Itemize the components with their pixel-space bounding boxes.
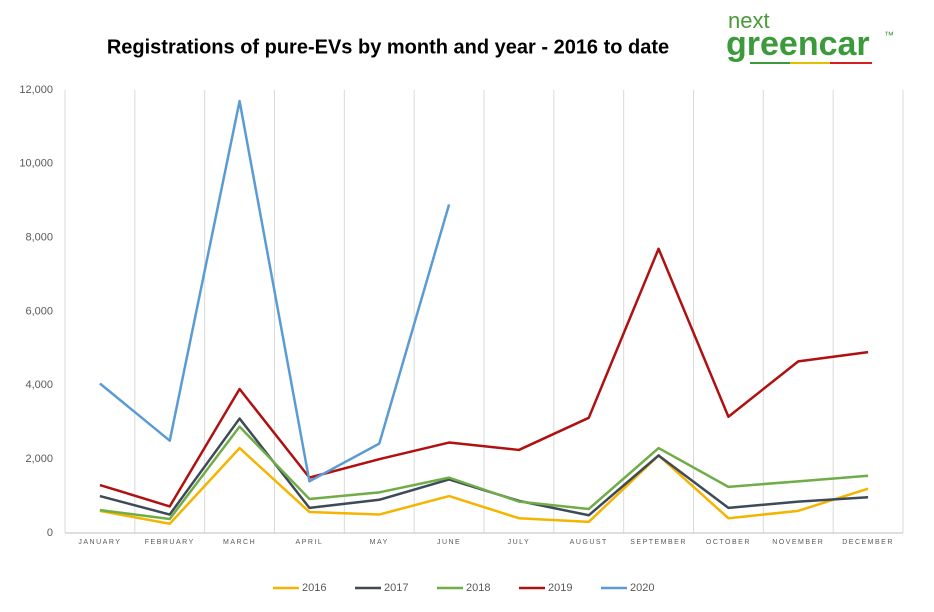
- legend-label: 2020: [630, 582, 654, 594]
- legend-label: 2016: [302, 582, 326, 594]
- y-tick-label: 4,000: [25, 379, 53, 391]
- x-tick-label: MAY: [370, 539, 389, 546]
- logo-brand: greencar: [726, 25, 870, 63]
- x-tick-label: APRIL: [296, 539, 324, 546]
- x-tick-label: OCTOBER: [706, 539, 751, 546]
- chart-title: Registrations of pure-EVs by month and y…: [107, 36, 669, 58]
- legend-label: 2017: [384, 582, 408, 594]
- x-tick-label: JANUARY: [78, 539, 121, 546]
- logo-mark: ™: [884, 31, 894, 42]
- x-tick-label: SEPTEMBER: [630, 539, 687, 546]
- y-tick-label: 0: [47, 527, 53, 539]
- series-line: [99, 99, 451, 483]
- y-tick-label: 12,000: [19, 84, 53, 96]
- x-tick-label: DECEMBER: [842, 539, 894, 546]
- x-tick-label: AUGUST: [570, 539, 608, 546]
- x-tick-label: FEBRUARY: [145, 539, 195, 546]
- x-tick-label: JULY: [508, 539, 531, 546]
- x-tick-label: MARCH: [223, 539, 256, 546]
- y-tick-label: 2,000: [25, 453, 53, 465]
- x-tick-label: JUNE: [437, 539, 461, 546]
- legend-label: 2018: [466, 582, 490, 594]
- y-tick-label: 6,000: [25, 305, 53, 317]
- series-line: [99, 425, 869, 521]
- y-tick-label: 10,000: [19, 158, 53, 170]
- series-line: [99, 446, 869, 526]
- logo-small: next: [728, 8, 770, 33]
- x-tick-label: NOVEMBER: [772, 539, 824, 546]
- legend-label: 2019: [548, 582, 572, 594]
- series-line: [99, 247, 869, 508]
- y-tick-label: 8,000: [25, 232, 53, 244]
